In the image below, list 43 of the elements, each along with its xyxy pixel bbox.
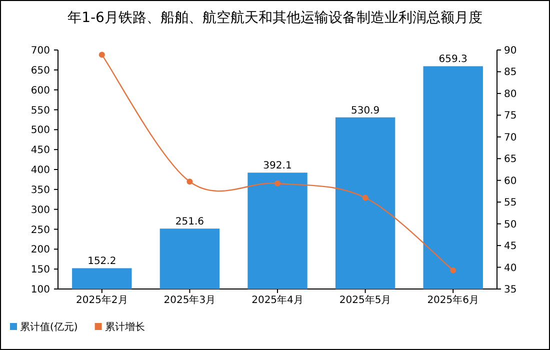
y2-tick-label: 60 bbox=[504, 176, 517, 187]
x-tick-label: 2025年5月 bbox=[339, 294, 392, 306]
y2-tick-label: 75 bbox=[504, 110, 517, 122]
y-tick-label: 450 bbox=[30, 145, 50, 156]
point bbox=[98, 52, 105, 58]
y2-tick-label: 55 bbox=[504, 198, 517, 209]
y-tick-label: 350 bbox=[30, 184, 50, 196]
data-label: 530.9 bbox=[350, 105, 380, 116]
y2-tick-label: 70 bbox=[504, 132, 517, 144]
point bbox=[362, 194, 368, 201]
y-tick-label: 650 bbox=[30, 65, 50, 76]
data-label: 659.3 bbox=[438, 54, 468, 66]
y-tick-label: 400 bbox=[30, 165, 50, 176]
point bbox=[450, 267, 456, 274]
y-tick-label: 250 bbox=[30, 224, 50, 236]
x-tick-label: 2025年3月 bbox=[164, 294, 216, 306]
y-tick-label: 700 bbox=[30, 46, 50, 56]
x-tick-label: 2025年2月 bbox=[76, 294, 128, 306]
y2-tick-label: 65 bbox=[504, 154, 517, 166]
chart-title: 年1-6月铁路、船舶、航空航天和其他运输设备制造业利润总额月度 bbox=[68, 10, 482, 26]
x-tick-label: 2025年4月 bbox=[252, 294, 304, 306]
y-tick-label: 600 bbox=[30, 85, 50, 96]
y2-tick-label: 45 bbox=[504, 241, 517, 252]
y2-tick-label: 90 bbox=[504, 46, 517, 56]
y-tick-label: 300 bbox=[30, 204, 50, 216]
y-tick-label: 550 bbox=[30, 105, 50, 116]
y2-tick-label: 80 bbox=[504, 88, 517, 100]
y-tick-label: 200 bbox=[30, 244, 50, 256]
y2-tick-label: 40 bbox=[504, 262, 517, 274]
y2-tick-label: 85 bbox=[504, 67, 517, 78]
point bbox=[186, 178, 193, 185]
data-label: 152.2 bbox=[88, 256, 116, 268]
x-tick-label: 2025年6月 bbox=[427, 294, 480, 306]
y-tick-label: 500 bbox=[30, 125, 50, 136]
point bbox=[274, 180, 280, 186]
y-tick-label: 100 bbox=[30, 284, 50, 296]
y2-tick-label: 35 bbox=[504, 284, 517, 296]
data-label: 392.1 bbox=[263, 160, 292, 172]
data-label: 251.6 bbox=[175, 216, 204, 228]
legend-label: 累计增长 bbox=[104, 321, 145, 333]
y-tick-label: 150 bbox=[30, 264, 50, 276]
legend-label: 累计值(亿元) bbox=[20, 321, 78, 333]
y2-tick-label: 50 bbox=[504, 219, 517, 230]
